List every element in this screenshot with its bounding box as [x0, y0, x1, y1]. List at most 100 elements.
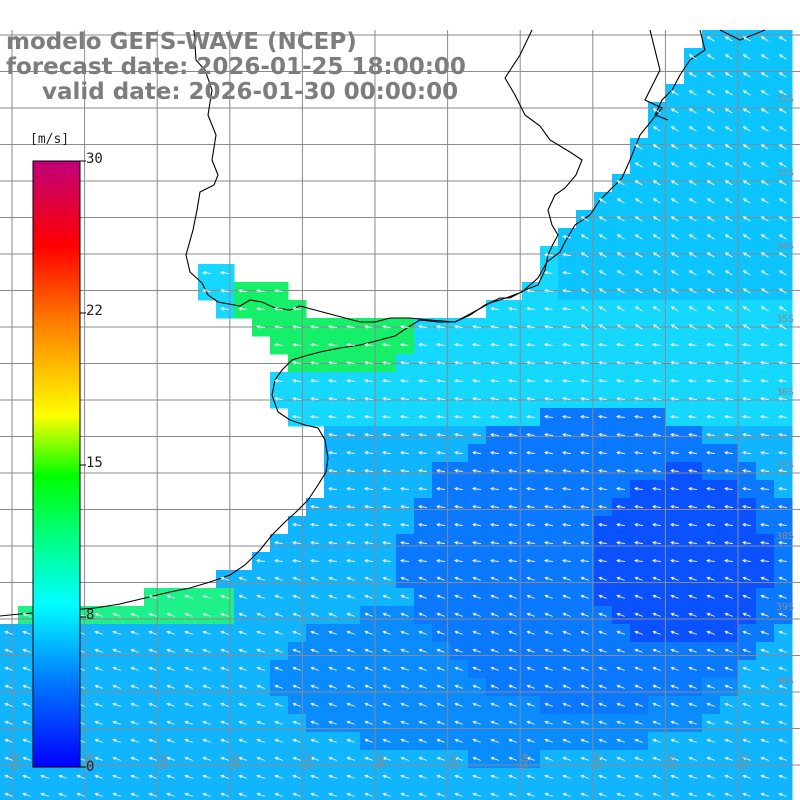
wind-arrow	[778, 432, 788, 437]
wind-arrow	[688, 702, 697, 707]
wind-arrow	[742, 360, 752, 365]
wind-speed-cell	[378, 786, 397, 800]
wind-arrow	[454, 468, 464, 473]
wind-arrow	[274, 702, 283, 707]
wind-arrow	[742, 522, 752, 527]
wind-arrow	[724, 522, 734, 527]
wind-arrow	[508, 468, 518, 473]
wind-arrow	[526, 468, 536, 473]
wind-arrow	[274, 306, 284, 311]
wind-arrow	[400, 630, 409, 635]
wind-arrow	[22, 792, 31, 797]
wind-arrow	[436, 684, 445, 689]
wind-arrow	[472, 342, 482, 347]
wind-arrow	[22, 630, 31, 635]
wind-arrow	[706, 324, 715, 330]
wind-arrow	[112, 720, 121, 725]
wind-arrow	[418, 792, 427, 797]
wind-arrow	[364, 378, 374, 383]
wind-arrow	[544, 432, 554, 437]
wind-speed-cell	[450, 786, 469, 800]
wind-arrow	[688, 432, 698, 437]
wind-arrow	[382, 414, 392, 419]
wind-arrow	[508, 594, 517, 599]
wind-arrow	[166, 666, 175, 671]
wind-arrow	[454, 774, 463, 779]
wind-arrow	[130, 630, 139, 635]
wind-arrow	[652, 450, 662, 455]
wind-speed-cell	[216, 786, 235, 800]
wind-arrow	[58, 792, 67, 797]
wind-arrow	[220, 594, 229, 599]
wind-arrow	[508, 612, 517, 617]
wind-arrow	[562, 576, 571, 581]
wind-arrow	[634, 504, 644, 509]
wind-arrow	[310, 558, 320, 563]
wind-arrow	[508, 522, 518, 527]
wind-arrow	[688, 324, 697, 330]
wind-arrow	[562, 792, 571, 797]
wind-arrow	[598, 504, 608, 509]
wind-arrow	[472, 504, 482, 509]
wind-arrow	[652, 252, 661, 258]
wind-arrow	[652, 774, 661, 779]
wind-arrow	[472, 522, 482, 527]
wind-arrow	[634, 576, 643, 581]
wind-arrow	[724, 558, 734, 563]
model-title: modelo GEFS-WAVE (NCEP)	[6, 29, 357, 55]
wind-arrow	[400, 684, 409, 689]
wind-arrow	[112, 738, 121, 743]
wind-arrow	[508, 738, 517, 743]
wind-arrow	[346, 756, 355, 761]
wind-speed-cell	[432, 786, 451, 800]
wind-arrow	[580, 594, 589, 599]
wind-arrow	[400, 774, 409, 779]
wind-arrow	[688, 198, 697, 204]
wind-arrow	[562, 612, 571, 617]
wind-arrow	[400, 504, 410, 509]
wind-arrow	[526, 666, 535, 671]
wind-arrow	[634, 252, 643, 258]
wind-arrow	[166, 738, 175, 743]
wind-arrow	[670, 630, 679, 635]
wind-arrow	[778, 684, 787, 689]
wind-arrow	[778, 396, 788, 401]
wind-arrow	[670, 216, 679, 222]
wind-arrow	[292, 342, 302, 347]
wind-arrow	[562, 720, 571, 725]
wind-arrow	[598, 666, 607, 671]
wind-arrow	[652, 288, 661, 294]
wind-arrow	[706, 468, 716, 473]
wind-arrow	[4, 666, 13, 671]
wind-speed-cell	[720, 786, 739, 800]
wind-arrow	[382, 342, 392, 347]
wind-arrow	[544, 540, 554, 545]
wind-arrow	[328, 594, 337, 599]
wind-arrow	[490, 450, 500, 455]
wind-speed-cell	[72, 786, 91, 800]
wind-arrow	[436, 702, 445, 707]
wind-arrow	[724, 90, 733, 96]
wind-arrow	[706, 648, 715, 653]
wind-arrow	[508, 342, 518, 347]
wind-arrow	[328, 756, 337, 761]
wind-arrow	[670, 396, 680, 401]
wind-arrow	[472, 432, 482, 437]
wind-arrow	[418, 576, 427, 581]
wind-arrow	[760, 594, 769, 599]
wind-arrow	[760, 360, 770, 365]
wind-arrow	[148, 702, 157, 707]
wind-arrow	[760, 198, 769, 204]
wind-arrow	[706, 72, 715, 78]
wind-arrow	[292, 414, 302, 419]
wind-arrow	[418, 522, 428, 527]
wind-speed-cell	[414, 786, 433, 800]
wind-arrow	[400, 756, 409, 761]
wind-arrow	[454, 702, 463, 707]
wind-arrow	[616, 234, 625, 240]
wind-arrow	[346, 630, 355, 635]
wind-arrow	[472, 792, 481, 797]
wind-arrow	[400, 666, 409, 671]
wind-arrow	[760, 666, 769, 671]
wind-arrow	[580, 288, 589, 294]
